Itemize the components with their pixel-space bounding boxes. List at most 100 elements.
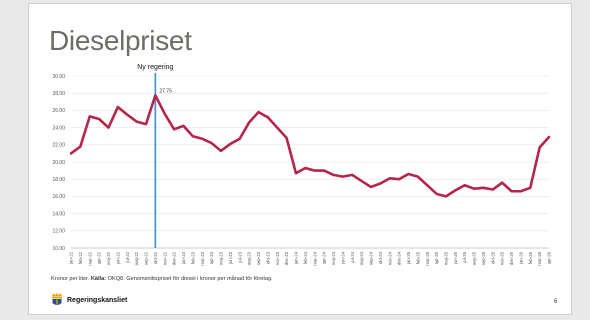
x-tick-label: okt-22	[153, 251, 158, 264]
event-marker: Ny regering 27.75	[137, 64, 174, 248]
series-layer	[69, 94, 551, 198]
x-tick-label: dec-22	[172, 251, 177, 265]
x-tick-label: dec-24	[397, 251, 402, 265]
x-tick-label: apr-22	[97, 251, 102, 264]
data-point	[154, 94, 157, 97]
data-point	[88, 115, 91, 118]
x-tick-label: nov-23	[275, 251, 280, 265]
data-point	[116, 106, 119, 108]
x-tick-label: aug-25	[472, 251, 477, 265]
x-tick-label: feb-23	[190, 251, 195, 264]
y-tick-label: 12.00	[52, 229, 65, 235]
data-point	[351, 174, 354, 176]
footnote: Kronor per liter. Källa: OKQ8. Genomsnit…	[51, 276, 273, 282]
x-tick-label: jan-24	[294, 251, 299, 265]
data-point	[360, 180, 363, 182]
data-point	[519, 190, 522, 193]
data-point	[191, 135, 194, 138]
x-tick-label: mar-26	[537, 251, 542, 265]
data-point	[182, 124, 185, 127]
data-point	[388, 177, 391, 180]
data-point	[529, 186, 532, 189]
x-tick-label: sep-23	[256, 251, 261, 265]
data-point	[332, 174, 335, 176]
y-tick-label: 24.00	[52, 125, 65, 131]
y-tick-label: 22.00	[52, 143, 65, 149]
x-tick-label: dec-25	[509, 251, 514, 265]
x-tick-label: jul-24	[350, 251, 355, 263]
y-tick-label: 10.00	[52, 246, 65, 252]
x-tick-label: maj-25	[444, 251, 449, 265]
data-point	[107, 126, 110, 129]
data-point	[163, 112, 166, 115]
data-point	[135, 120, 138, 123]
data-point	[426, 184, 429, 187]
footnote-source: OKQ8. Genomsnittspriset för diesel i kro…	[107, 276, 273, 282]
data-point	[79, 145, 82, 148]
data-point	[229, 143, 232, 145]
data-point	[126, 113, 129, 116]
x-tick-label: okt-24	[378, 251, 383, 264]
data-point	[173, 128, 175, 131]
crown-logo-icon	[52, 292, 62, 305]
footnote-source-label: Källa:	[90, 276, 107, 282]
x-tick-label: jan-23	[181, 251, 186, 265]
x-axis-tick-labels: jan-22 feb-22 mar-22 apr-22 maj-22 jun-22 jul-…	[69, 251, 552, 265]
grid-lines	[71, 75, 549, 249]
data-point	[145, 123, 147, 126]
page-number: 6	[554, 299, 558, 305]
data-point	[548, 136, 550, 138]
x-tick-label: jul-23	[237, 251, 242, 263]
x-tick-label: maj-23	[219, 251, 224, 265]
x-tick-label: jun-24	[340, 251, 345, 265]
data-point	[501, 181, 504, 184]
x-tick-label: nov-24	[387, 251, 392, 265]
y-tick-label: 16.00	[52, 194, 65, 200]
data-point	[70, 152, 72, 155]
data-point	[435, 192, 438, 195]
data-point	[445, 195, 447, 198]
data-point	[510, 190, 513, 193]
data-point	[473, 187, 475, 190]
y-tick-label: 18.00	[52, 177, 65, 183]
data-point	[370, 186, 372, 188]
data-point	[210, 142, 213, 144]
x-tick-label: okt-23	[265, 251, 270, 264]
x-tick-label: nov-22	[162, 251, 167, 265]
data-point	[266, 116, 269, 119]
x-tick-label: feb-25	[415, 251, 420, 264]
x-tick-label: feb-22	[78, 251, 83, 264]
data-point	[238, 137, 241, 140]
x-tick-label: nov-25	[500, 251, 505, 265]
x-tick-label: apr-25	[434, 251, 439, 264]
data-point	[220, 149, 222, 152]
y-tick-label: 30.00	[52, 74, 65, 80]
slide: Dieselpriset 10.00 12.00 14.00 16.00 18.00 20…	[28, 3, 572, 315]
data-point	[257, 111, 260, 114]
data-point	[304, 167, 307, 169]
x-tick-label: feb-26	[528, 251, 533, 264]
x-tick-label: jun-25	[453, 251, 458, 265]
x-tick-label: jul-22	[125, 251, 130, 263]
x-tick-label: aug-24	[359, 251, 364, 265]
x-tick-label: mar-24	[312, 251, 317, 265]
data-point	[454, 189, 457, 192]
x-tick-label: aug-22	[134, 251, 139, 265]
diesel-price-chart: 10.00 12.00 14.00 16.00 18.00 20.00 22.00 24.00…	[52, 64, 552, 266]
data-point	[276, 126, 279, 129]
x-tick-label: jan-22	[69, 251, 74, 265]
x-tick-label: mar-25	[425, 251, 430, 265]
x-tick-label: sep-22	[144, 251, 149, 265]
x-tick-label: mar-23	[200, 251, 205, 265]
data-point	[379, 182, 382, 185]
data-point	[538, 146, 541, 149]
slide-title: Dieselpriset	[49, 25, 192, 56]
series-line	[69, 94, 551, 198]
x-tick-label: sep-25	[481, 251, 486, 265]
data-point	[482, 186, 485, 189]
y-tick-label: 20.00	[52, 160, 65, 166]
y-tick-label: 28.00	[52, 91, 65, 97]
data-point	[248, 121, 250, 124]
data-point	[491, 188, 494, 191]
x-tick-label: jan-25	[406, 251, 411, 265]
